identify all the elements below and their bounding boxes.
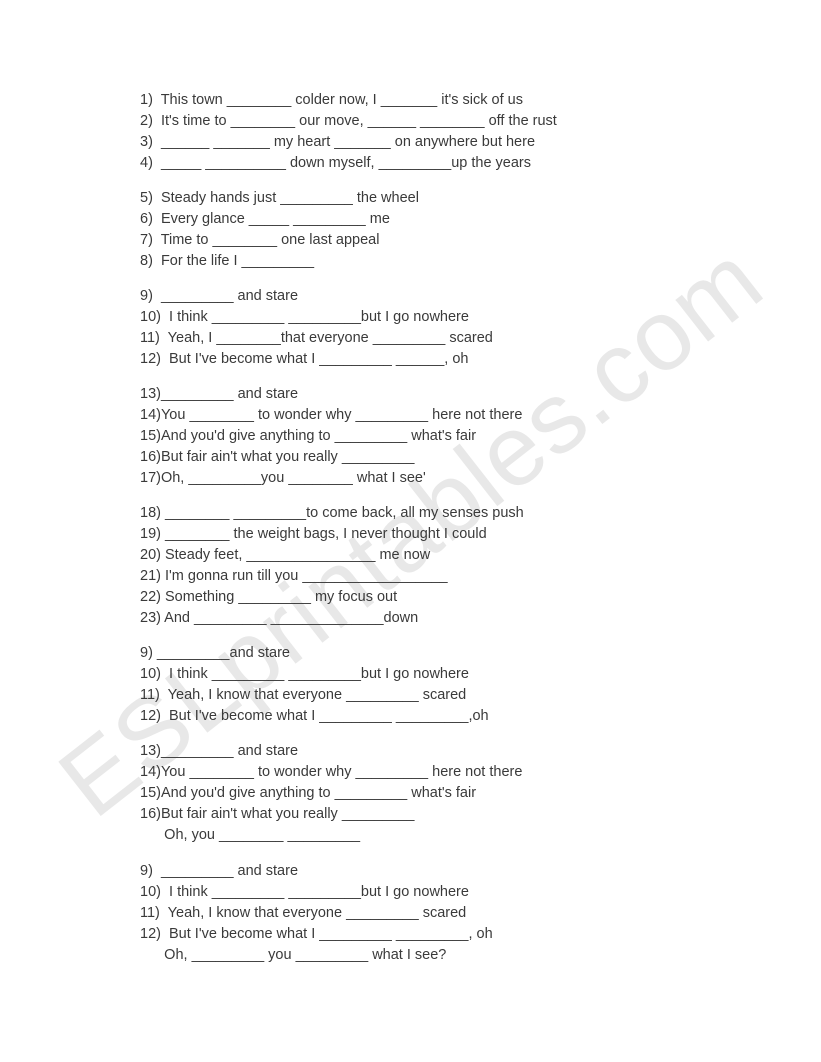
worksheet-line: 19) ________ the weight bags, I never th… [140, 524, 701, 545]
blank-gap [140, 370, 701, 384]
blank-gap [140, 629, 701, 643]
worksheet-line: 13)_________ and stare [140, 384, 701, 405]
worksheet-line: 14)You ________ to wonder why _________ … [140, 762, 701, 783]
worksheet-line: 18) ________ _________to come back, all … [140, 503, 701, 524]
worksheet-line: 16)But fair ain't what you really ______… [140, 447, 701, 468]
blank-gap [140, 847, 701, 861]
worksheet-line: 2) It's time to ________ our move, _____… [140, 111, 701, 132]
blank-gap [140, 272, 701, 286]
worksheet-line: 15)And you'd give anything to _________ … [140, 426, 701, 447]
worksheet-line: 11) Yeah, I ________that everyone ______… [140, 328, 701, 349]
worksheet-line: 5) Steady hands just _________ the wheel [140, 188, 701, 209]
worksheet-line: 22) Something _________ my focus out [140, 587, 701, 608]
worksheet-line: 1) This town ________ colder now, I ____… [140, 90, 701, 111]
worksheet-line: 20) Steady feet, ________________ me now [140, 545, 701, 566]
worksheet-page: 1) This town ________ colder now, I ____… [0, 0, 821, 1026]
blank-gap [140, 489, 701, 503]
lines-container: 1) This town ________ colder now, I ____… [140, 90, 701, 966]
worksheet-line: 12) But I've become what I _________ ___… [140, 349, 701, 370]
worksheet-line: 23) And _________ ______________down [140, 608, 701, 629]
worksheet-line: 9) _________ and stare [140, 286, 701, 307]
worksheet-line: 9) _________and stare [140, 643, 701, 664]
worksheet-line: 10) I think _________ _________but I go … [140, 307, 701, 328]
blank-gap [140, 727, 701, 741]
worksheet-line: 16)But fair ain't what you really ______… [140, 804, 701, 825]
worksheet-line: Oh, _________ you _________ what I see? [140, 945, 701, 966]
worksheet-line: 11) Yeah, I know that everyone _________… [140, 685, 701, 706]
worksheet-line: 10) I think _________ _________but I go … [140, 882, 701, 903]
worksheet-line: 15)And you'd give anything to _________ … [140, 783, 701, 804]
worksheet-line: 3) ______ _______ my heart _______ on an… [140, 132, 701, 153]
worksheet-line: 12) But I've become what I _________ ___… [140, 924, 701, 945]
worksheet-line: 21) I'm gonna run till you _____________… [140, 566, 701, 587]
blank-gap [140, 174, 701, 188]
worksheet-line: 4) _____ __________ down myself, _______… [140, 153, 701, 174]
worksheet-line: 6) Every glance _____ _________ me [140, 209, 701, 230]
worksheet-line: 8) For the life I _________ [140, 251, 701, 272]
worksheet-line: 9) _________ and stare [140, 861, 701, 882]
worksheet-line: 7) Time to ________ one last appeal [140, 230, 701, 251]
worksheet-line: Oh, you ________ _________ [140, 825, 701, 846]
worksheet-line: 12) But I've become what I _________ ___… [140, 706, 701, 727]
worksheet-line: 10) I think _________ _________but I go … [140, 664, 701, 685]
worksheet-line: 14)You ________ to wonder why _________ … [140, 405, 701, 426]
worksheet-line: 11) Yeah, I know that everyone _________… [140, 903, 701, 924]
worksheet-line: 13)_________ and stare [140, 741, 701, 762]
worksheet-line: 17)Oh, _________you ________ what I see' [140, 468, 701, 489]
